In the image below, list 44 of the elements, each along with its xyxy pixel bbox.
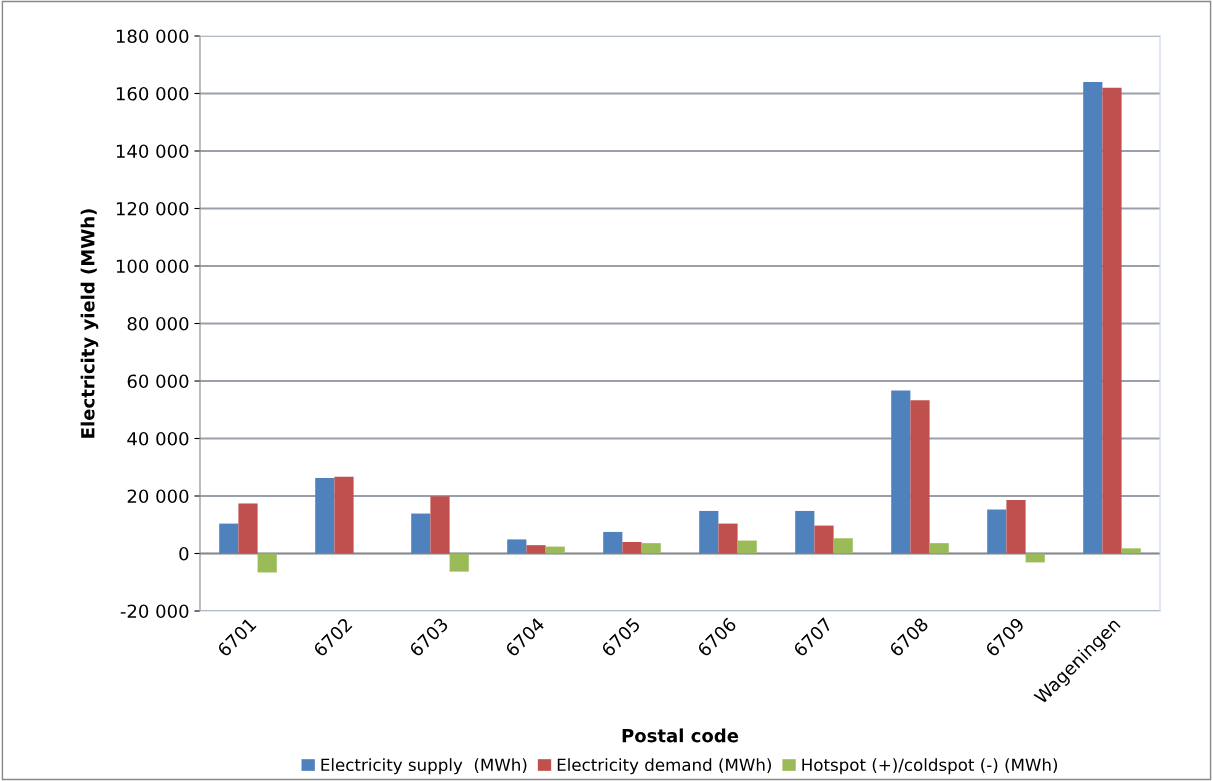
y-tick-label: -20 000 — [120, 604, 189, 619]
y-tick-label: 40 000 — [127, 431, 189, 446]
bar — [795, 510, 815, 554]
bar — [430, 496, 450, 554]
bar — [1121, 548, 1141, 554]
y-tick-label: 120 000 — [116, 201, 189, 216]
bar — [315, 477, 335, 554]
legend-label: Electricity demand (MWh) — [557, 758, 771, 775]
y-tick-label: 140 000 — [116, 144, 189, 159]
bar — [737, 540, 757, 554]
bar — [257, 553, 277, 573]
legend-label: Hotspot (+)/coldspot (-) (MWh) — [802, 758, 1058, 775]
bar — [1006, 500, 1026, 554]
bar — [622, 542, 642, 554]
bar — [910, 400, 930, 554]
bar — [507, 539, 527, 554]
x-axis-title: Postal code — [622, 728, 739, 743]
bar — [219, 523, 239, 554]
bar — [449, 553, 469, 572]
y-tick-label: 180 000 — [116, 29, 189, 44]
bar — [987, 509, 1007, 554]
bar — [1083, 82, 1103, 554]
bar — [641, 543, 661, 554]
bar — [891, 390, 911, 554]
y-tick-label: 0 — [179, 546, 189, 561]
y-tick-label: 100 000 — [116, 259, 189, 274]
y-tick-label: 160 000 — [116, 86, 189, 101]
bar — [814, 525, 834, 554]
bar — [1102, 87, 1122, 554]
bar — [833, 538, 853, 554]
y-axis-title: Electricity yield (MWh) — [80, 209, 99, 438]
bar — [929, 543, 949, 554]
y-tick-label: 80 000 — [127, 316, 189, 331]
bar — [718, 523, 738, 554]
bar — [603, 531, 623, 554]
legend-label: Electricity supply (MWh) — [321, 758, 527, 775]
y-tick-label: 60 000 — [127, 374, 189, 389]
bar — [699, 510, 719, 554]
bar — [334, 476, 354, 554]
bar — [1025, 553, 1045, 563]
bar — [238, 503, 258, 554]
y-tick-label: 20 000 — [127, 489, 189, 504]
bar — [526, 545, 546, 554]
bar — [411, 513, 431, 554]
